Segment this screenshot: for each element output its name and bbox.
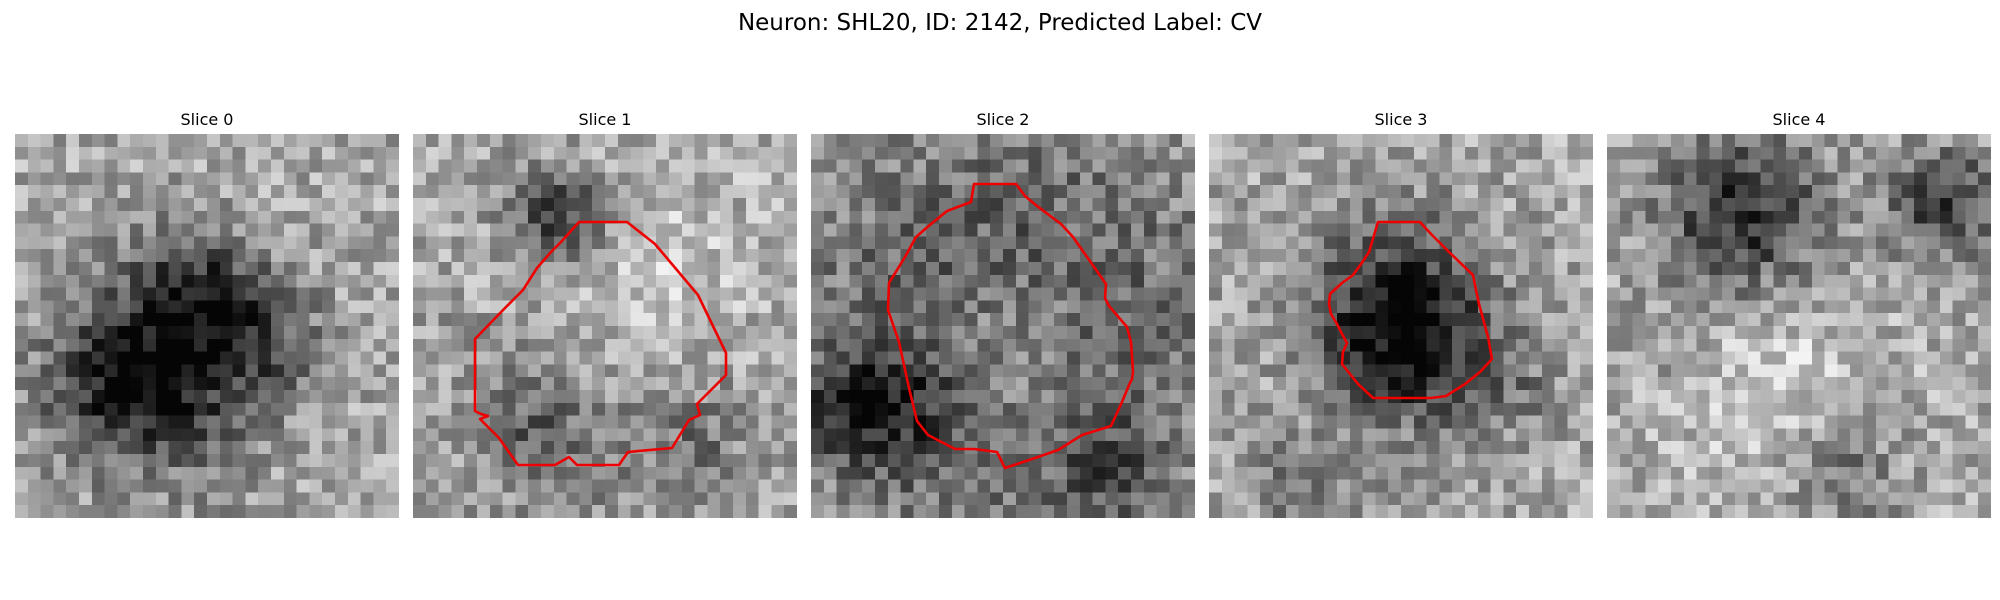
slice-panel-3: Slice 3 [1209,110,1593,518]
slice-title: Slice 4 [1772,110,1826,129]
slice-panel-0: Slice 0 [15,110,399,518]
slice-panel-4: Slice 4 [1607,110,1991,518]
slice-title: Slice 1 [578,110,632,129]
grayscale-slice-image [811,134,1195,518]
grayscale-slice-image [1209,134,1593,518]
grayscale-slice-image [15,134,399,518]
slice-panel-2: Slice 2 [811,110,1195,518]
slice-title: Slice 2 [976,110,1030,129]
grayscale-slice-image [1607,134,1991,518]
slice-title: Slice 0 [180,110,234,129]
segmentation-contour [473,220,728,467]
segmentation-contour [886,182,1135,470]
slice-title: Slice 3 [1374,110,1428,129]
figure-title: Neuron: SHL20, ID: 2142, Predicted Label… [737,10,1263,36]
segmentation-contour [1327,220,1494,400]
grayscale-slice-image [413,134,797,518]
slice-panel-1: Slice 1 [413,110,797,518]
